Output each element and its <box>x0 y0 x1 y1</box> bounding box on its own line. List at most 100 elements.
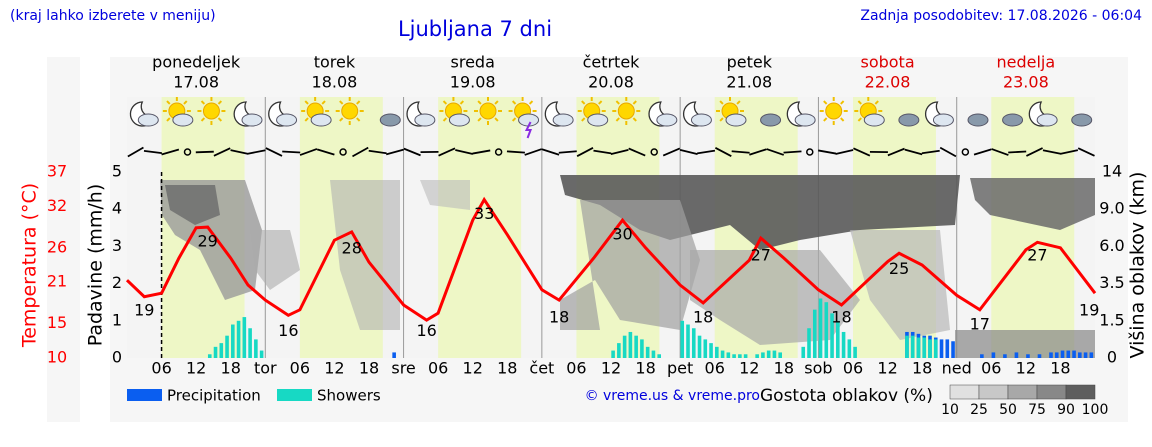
x-tick-label: 18 <box>359 359 379 378</box>
sun-icon <box>826 103 842 119</box>
x-tick-label: 06 <box>566 359 586 378</box>
precip-bar <box>698 336 702 358</box>
y2-tick-label: 14 <box>1102 162 1122 181</box>
density-tick-label: 90 <box>1057 402 1075 418</box>
x-tick-label: 06 <box>151 359 171 378</box>
temperature-label: 16 <box>278 321 298 340</box>
precip-bar <box>940 339 944 358</box>
precip-bar <box>629 332 633 358</box>
day-name: petek <box>727 53 773 72</box>
density-swatch <box>1066 385 1095 399</box>
cloud-icon <box>553 114 573 126</box>
precip-bar <box>1015 352 1019 358</box>
cloud-icon <box>1072 114 1092 126</box>
legend-label: Showers <box>317 387 381 405</box>
temperature-label: 19 <box>134 301 154 320</box>
density-swatch <box>979 385 1008 399</box>
temp-tick-label: 10 <box>47 348 67 367</box>
precip-bar <box>680 321 684 358</box>
update-time: Zadnja posodobitev: 17.08.2026 - 06:04 <box>860 8 1142 24</box>
temperature-label: 25 <box>889 259 909 278</box>
precip-bar <box>208 354 212 358</box>
day-name: torek <box>314 53 356 72</box>
wind-barb <box>1008 152 1026 153</box>
precip-bar <box>928 339 932 358</box>
credit: © vreme.us & vreme.pro <box>585 388 760 404</box>
y-tick-label: 3 <box>112 236 122 255</box>
precip-bar <box>219 343 223 358</box>
cloud-icon <box>277 114 297 126</box>
temperature-label: 18 <box>549 307 569 326</box>
x-tick-label: 06 <box>290 359 310 378</box>
precip-bar <box>692 328 696 358</box>
temp-tick-label: 37 <box>47 162 67 181</box>
precip-bar <box>1084 352 1088 358</box>
daylight-band <box>438 97 521 358</box>
precip-bar <box>640 339 644 358</box>
legend-swatch <box>127 389 162 401</box>
density-tick-label: 10 <box>941 402 959 418</box>
precip-bar <box>254 339 258 358</box>
density-tick-label: 75 <box>1028 402 1046 418</box>
precip-bar <box>1003 354 1007 358</box>
precip-bar <box>992 352 996 358</box>
precip-bar <box>801 347 805 358</box>
x-tick-label: 12 <box>739 359 759 378</box>
precip-bar <box>721 351 725 358</box>
precip-bar <box>917 338 921 358</box>
precip-bar <box>1061 351 1065 358</box>
temperature-label: 27 <box>751 245 771 264</box>
y2-tick-label: 1.5 <box>1099 310 1124 329</box>
precip-bar <box>744 354 748 358</box>
wind-barb <box>282 152 300 153</box>
precip-bar <box>853 347 857 358</box>
precip-bar <box>905 336 909 358</box>
precip-bar <box>634 336 638 358</box>
x-tick-label: 18 <box>497 359 517 378</box>
sun-icon <box>203 103 219 119</box>
temperature-label: 19 <box>1079 301 1099 320</box>
sun-icon <box>618 103 634 119</box>
day-name: četrtek <box>583 53 641 72</box>
day-date: 17.08 <box>173 73 219 92</box>
precip-bar <box>824 302 828 358</box>
x-tick-label: 18 <box>912 359 932 378</box>
x-tick-label: čet <box>529 359 554 378</box>
precip-bar <box>980 354 984 358</box>
temperature-label: 16 <box>416 321 436 340</box>
x-tick-label: pet <box>667 359 693 378</box>
wind-barb <box>507 151 525 152</box>
y2-axis-title: Višina oblakov (km) <box>1127 172 1149 359</box>
cloud-icon <box>864 114 884 126</box>
x-tick-label: 06 <box>428 359 448 378</box>
precip-bar <box>842 332 846 358</box>
x-tick-label: ned <box>942 359 972 378</box>
cloud-icon <box>933 114 953 126</box>
cloud-icon <box>415 114 435 126</box>
cloud-icon <box>691 114 711 126</box>
precip-bar <box>755 354 759 358</box>
temp-tick-label: 15 <box>47 313 67 332</box>
precip-bar <box>767 351 771 358</box>
precip-bar <box>1055 352 1059 358</box>
legend-label: Precipitation <box>167 387 261 405</box>
precip-bar <box>727 352 731 358</box>
day-date: 21.08 <box>726 73 772 92</box>
precip-bar <box>738 354 742 358</box>
precip-bar <box>617 343 621 358</box>
temperature-label: 18 <box>693 307 713 326</box>
x-tick-label: 12 <box>1016 359 1036 378</box>
precip-bar <box>623 336 627 358</box>
precip-bar <box>773 351 777 358</box>
precip-bar <box>652 351 656 358</box>
day-date: 20.08 <box>588 73 634 92</box>
cloud-icon <box>380 114 400 126</box>
precip-bar <box>1078 352 1082 358</box>
precip-bar <box>709 343 713 358</box>
precip-bar <box>922 338 926 358</box>
y-tick-label: 0 <box>112 348 122 367</box>
temperature-label: 29 <box>197 232 217 251</box>
day-name: sreda <box>451 53 495 72</box>
temperature-label: 28 <box>342 239 362 258</box>
